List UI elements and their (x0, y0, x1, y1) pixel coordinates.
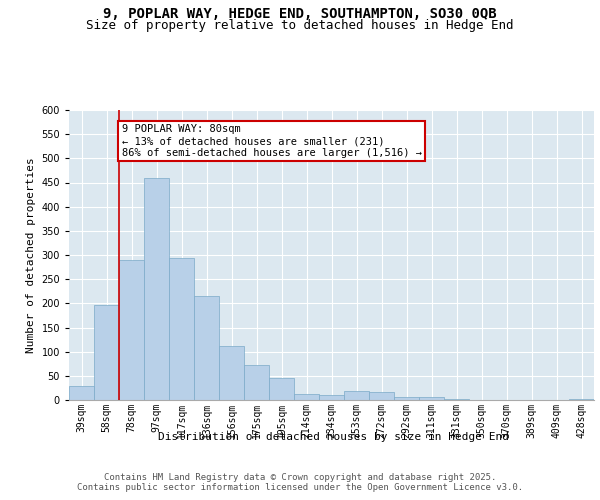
Bar (419, 396, 444, 400)
Text: Size of property relative to detached houses in Hedge End: Size of property relative to detached ho… (86, 19, 514, 32)
Bar (194, 296, 219, 400)
Y-axis label: Number of detached properties: Number of detached properties (26, 157, 36, 353)
Bar (319, 395, 344, 400)
Bar (369, 392, 394, 400)
Text: 9 POPLAR WAY: 80sqm
← 13% of detached houses are smaller (231)
86% of semi-detac: 9 POPLAR WAY: 80sqm ← 13% of detached ho… (121, 124, 421, 158)
Bar (269, 378, 294, 400)
Bar (569, 398, 594, 400)
Bar (169, 258, 194, 400)
Text: Contains HM Land Registry data © Crown copyright and database right 2025.
Contai: Contains HM Land Registry data © Crown c… (77, 472, 523, 492)
Text: 9, POPLAR WAY, HEDGE END, SOUTHAMPTON, SO30 0QB: 9, POPLAR WAY, HEDGE END, SOUTHAMPTON, S… (103, 8, 497, 22)
Bar (69, 386, 94, 400)
Bar (444, 398, 469, 400)
Bar (119, 260, 144, 400)
Bar (294, 394, 319, 400)
Bar (144, 178, 169, 400)
Bar (94, 305, 119, 400)
Bar (394, 397, 419, 400)
Text: Distribution of detached houses by size in Hedge End: Distribution of detached houses by size … (158, 432, 509, 442)
Bar (219, 346, 244, 400)
Bar (244, 364, 269, 400)
Bar (344, 392, 369, 400)
